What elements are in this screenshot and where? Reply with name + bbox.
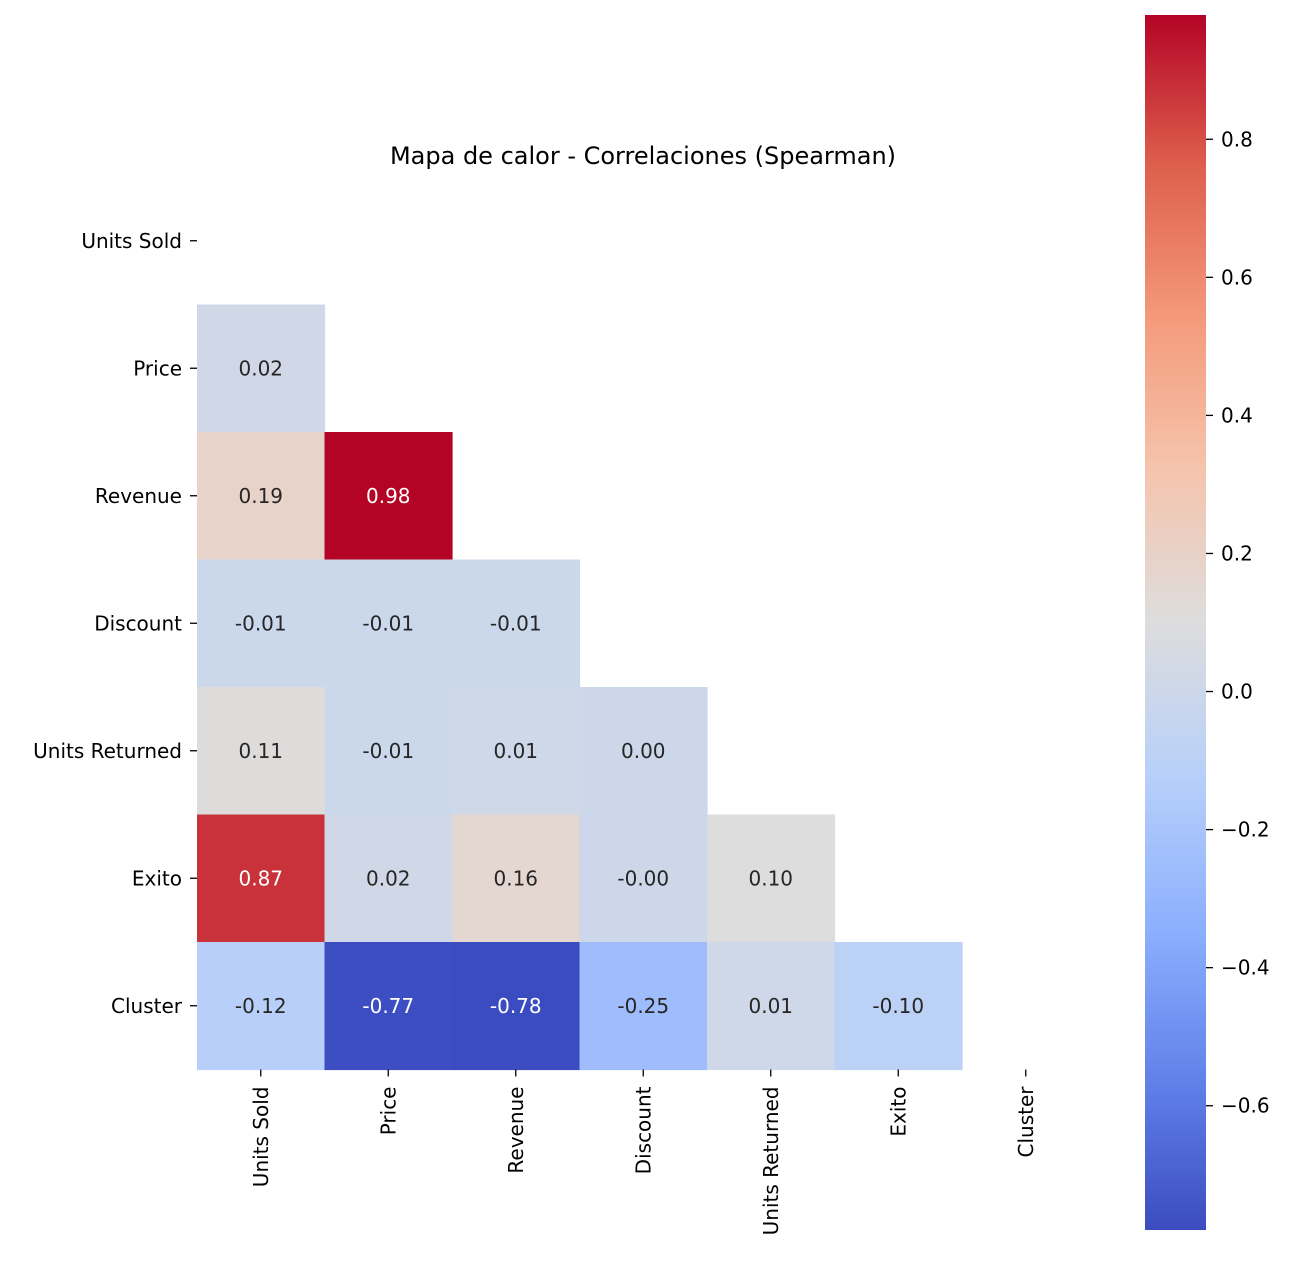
cell-value-label: 0.02 [366, 866, 411, 890]
x-tick-label: Discount [631, 1086, 655, 1174]
heatmap-cell [579, 942, 708, 1071]
cell-value-label: -0.25 [617, 994, 669, 1018]
x-tick-label: Units Returned [759, 1087, 783, 1236]
y-tick-label: Exito [132, 866, 182, 890]
heatmap-cell [197, 559, 326, 688]
colorbar-gradient [1145, 15, 1206, 1230]
cell-value-label: -0.00 [617, 866, 669, 890]
cell-value-label: 0.87 [238, 866, 283, 890]
heatmap-cell [197, 687, 326, 816]
colorbar-tick-label: −0.4 [1221, 956, 1270, 980]
heatmap-cell [579, 687, 708, 816]
cell-value-label: 0.00 [621, 739, 666, 763]
x-tick-label: Units Sold [249, 1087, 273, 1188]
heatmap-cell [452, 942, 581, 1071]
cell-value-label: -0.01 [362, 739, 414, 763]
colorbar-tick-label: 0.0 [1221, 680, 1253, 704]
colorbar-tick-label: 0.8 [1221, 127, 1253, 151]
cell-value-label: 0.01 [493, 739, 538, 763]
x-tick-label: Price [376, 1087, 400, 1136]
cell-value-label: -0.78 [490, 994, 542, 1018]
cell-value-label: 0.16 [493, 866, 538, 890]
cell-value-label: -0.01 [362, 611, 414, 635]
cell-value-label: -0.77 [362, 994, 414, 1018]
colorbar [1145, 15, 1206, 1230]
heatmap-cell [324, 942, 453, 1071]
colorbar-tick-label: 0.4 [1221, 403, 1253, 427]
heatmap-cells: 0.02 0.19 0.98 -0.01 -0.01 -0.01 0.11 -0.01 0.01… [197, 304, 963, 1071]
cell-value-label: 0.01 [748, 994, 793, 1018]
heatmap-cell [197, 942, 326, 1071]
cell-value-label: 0.11 [238, 739, 283, 763]
heatmap-cell [452, 559, 581, 688]
cell-value-label: 0.02 [238, 356, 283, 380]
cell-value-label: -0.01 [490, 611, 542, 635]
y-tick-label: Cluster [111, 994, 183, 1018]
cell-value-label: 0.10 [748, 866, 793, 890]
y-tick-label: Units Returned [33, 739, 182, 763]
heatmap-cell [834, 942, 963, 1071]
colorbar-tick-label: −0.2 [1221, 818, 1270, 842]
heatmap-cell [707, 942, 836, 1071]
cell-value-label: -0.10 [872, 994, 924, 1018]
y-axis-tick-labels: Units Sold Price Revenue Discount Units Retu… [33, 229, 197, 1018]
x-tick-label: Cluster [1014, 1086, 1038, 1158]
cell-value-label: -0.12 [235, 994, 287, 1018]
heatmap-cell [324, 432, 453, 561]
heatmap-cell [324, 559, 453, 688]
y-tick-label: Units Sold [81, 229, 182, 253]
heatmap-cell [324, 687, 453, 816]
colorbar-tick-label: 0.2 [1221, 541, 1253, 565]
heatmap-cell [452, 687, 581, 816]
x-tick-label: Revenue [504, 1087, 528, 1174]
heatmap-cell [707, 814, 836, 943]
cell-value-label: 0.19 [238, 484, 283, 508]
y-tick-label: Revenue [95, 484, 182, 508]
cell-value-label: 0.98 [366, 484, 411, 508]
colorbar-tick-label: −0.6 [1221, 1094, 1270, 1118]
chart-title: Mapa de calor - Correlaciones (Spearman) [390, 142, 896, 170]
heatmap-cell [197, 304, 326, 433]
y-tick-label: Discount [94, 611, 182, 635]
x-axis-tick-labels: Units Sold Price Revenue Discount Units Retu… [249, 1069, 1038, 1236]
heatmap-cell [197, 432, 326, 561]
colorbar-ticks: 0.8 0.6 0.4 0.2 0.0 −0.2 −0.4 −0.6 [1206, 127, 1270, 1118]
cell-value-label: -0.01 [235, 611, 287, 635]
y-tick-label: Price [133, 356, 182, 380]
heatmap-cell [579, 814, 708, 943]
colorbar-tick-label: 0.6 [1221, 265, 1253, 289]
x-tick-label: Exito [886, 1087, 910, 1137]
heatmap-cell [197, 814, 326, 943]
heatmap-cell [452, 814, 581, 943]
heatmap-cell [324, 814, 453, 943]
